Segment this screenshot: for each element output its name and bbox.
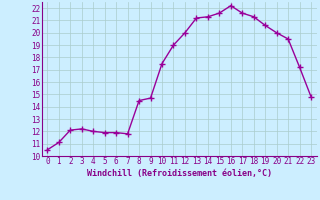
X-axis label: Windchill (Refroidissement éolien,°C): Windchill (Refroidissement éolien,°C) bbox=[87, 169, 272, 178]
